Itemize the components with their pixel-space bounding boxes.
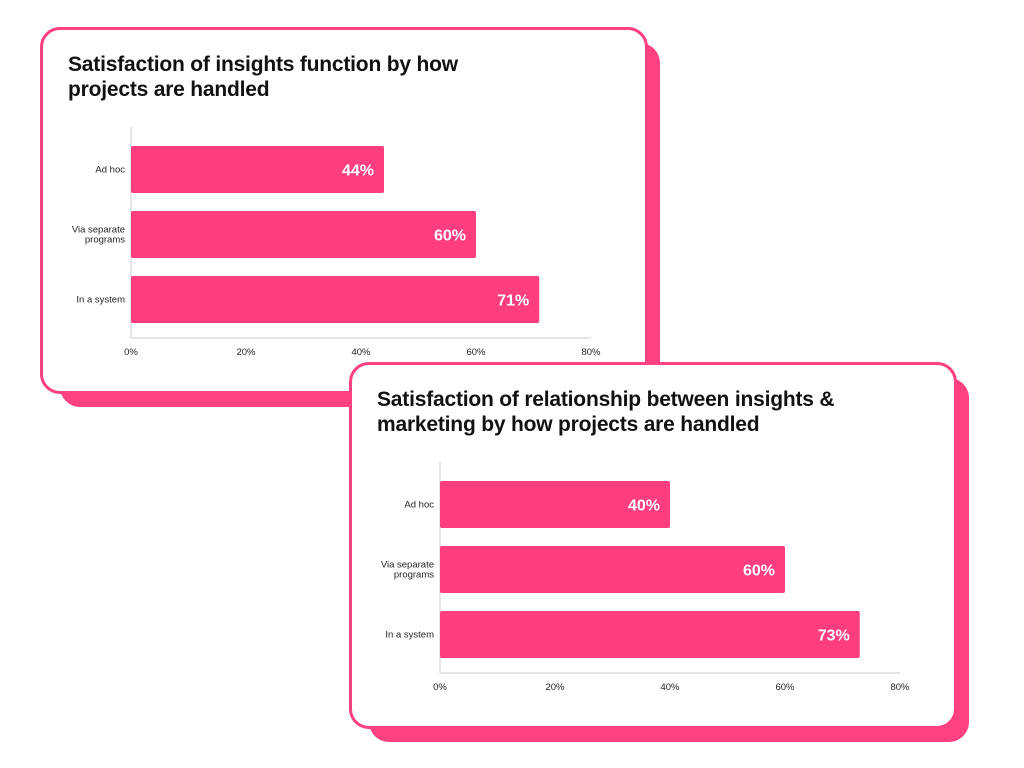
category-label: Ad hoc: [404, 500, 434, 511]
bar-value-label: 60%: [743, 563, 775, 580]
bar: [131, 276, 540, 323]
card-2-panel: Satisfaction of relationship between ins…: [349, 362, 957, 729]
x-tick-label: 0%: [433, 682, 447, 693]
bar: [440, 481, 670, 528]
category-label: Via separate programs: [381, 560, 434, 581]
x-tick-label: 0%: [124, 347, 138, 358]
x-tick-label: 80%: [890, 682, 910, 693]
bar: [131, 211, 476, 258]
x-tick-label: 60%: [775, 682, 795, 693]
chart-2-plot: 40% Ad hoc 60% Via separate programs 73% In a …: [381, 462, 910, 693]
x-tick-label: 40%: [351, 347, 371, 358]
category-label: Via separate programs: [72, 225, 125, 246]
bar-value-label: 73%: [818, 628, 850, 645]
bar: [440, 611, 860, 658]
chart-2-title: Satisfaction of relationship between ins…: [377, 388, 835, 436]
x-tick-label: 20%: [236, 347, 256, 358]
bar-value-label: 40%: [628, 498, 660, 515]
category-label: Ad hoc: [95, 165, 125, 176]
x-tick-label: 80%: [581, 347, 601, 358]
chart-1-title: Satisfaction of insights function by how…: [68, 53, 458, 101]
bar-value-label: 71%: [497, 293, 529, 310]
chart-card-1: Satisfaction of insights function by how…: [40, 27, 660, 407]
bar-value-label: 60%: [434, 228, 466, 245]
bar-value-label: 44%: [342, 163, 374, 180]
chart-1-plot: 44% Ad hoc 60% Via separate programs 71% In a …: [72, 127, 601, 358]
x-tick-label: 40%: [660, 682, 680, 693]
bar: [131, 146, 384, 193]
card-1-panel: Satisfaction of insights function by how…: [40, 27, 648, 394]
x-tick-label: 60%: [466, 347, 486, 358]
chart-card-2: Satisfaction of relationship between ins…: [349, 362, 969, 742]
bar: [440, 546, 785, 593]
x-tick-label: 20%: [545, 682, 565, 693]
category-label: In a system: [76, 295, 125, 306]
category-label: In a system: [385, 630, 434, 641]
